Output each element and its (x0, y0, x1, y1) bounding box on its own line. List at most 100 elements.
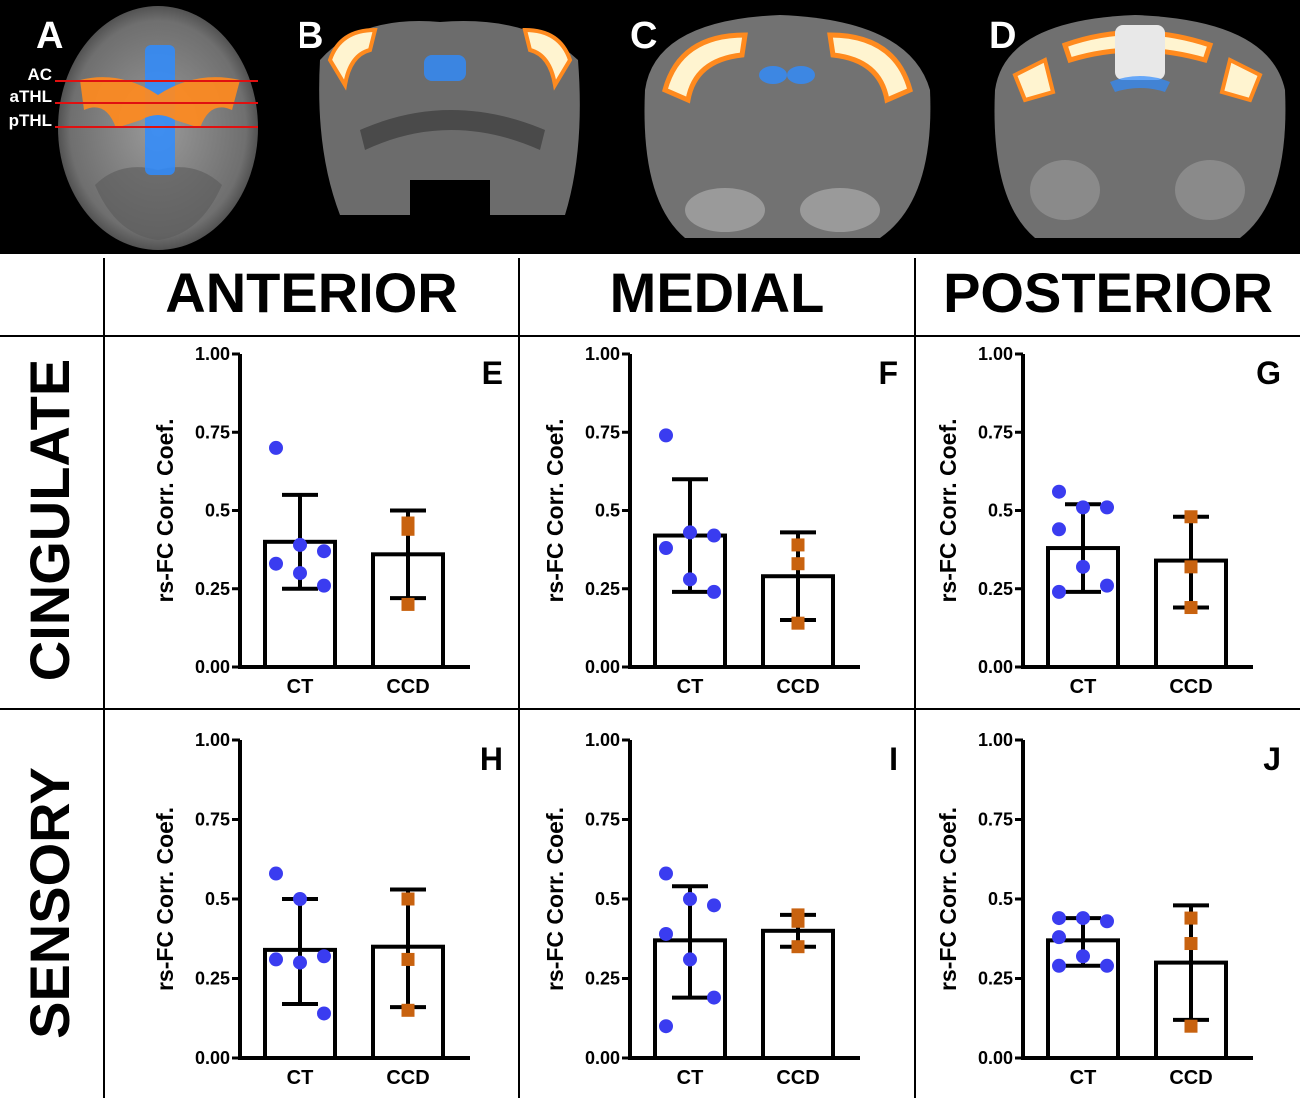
data-point-ct (1076, 559, 1090, 574)
data-point-ct (659, 428, 673, 443)
y-tick-label: 0.75 (978, 422, 1013, 442)
data-point-ct (659, 866, 673, 881)
brain-image-strip: A AC aTHL pTHL B C D (0, 0, 1300, 254)
data-point-ct (683, 572, 697, 587)
data-point-ccd (1184, 560, 1198, 574)
data-point-ccd (1184, 601, 1198, 615)
data-point-ct (1100, 578, 1114, 593)
data-point-ccd (791, 538, 805, 552)
x-tick-label: CCD (386, 1067, 429, 1089)
data-point-ct (707, 990, 721, 1005)
brain-panel-a: A AC aTHL pTHL (9, 6, 258, 250)
data-point-ccd (791, 940, 805, 954)
x-tick-label: CT (287, 676, 314, 698)
y-tick-label: 1.00 (195, 730, 230, 750)
y-tick-label: 1.00 (978, 730, 1013, 750)
data-point-ccd (401, 597, 415, 611)
data-point-ct (1052, 911, 1066, 926)
coronal-brain-image (644, 15, 931, 238)
data-point-ct (317, 1006, 331, 1021)
grid-line-col-1 (103, 258, 105, 1098)
data-point-ct (1076, 949, 1090, 964)
data-point-ccd (1184, 911, 1198, 925)
data-point-ct (1052, 484, 1066, 499)
data-point-ct (293, 955, 307, 970)
data-point-ct (317, 949, 331, 964)
y-tick-label: 0.25 (585, 969, 620, 989)
y-axis-label: rs-FC Corr. Coef. (935, 418, 961, 602)
data-point-ct (1076, 500, 1090, 515)
y-tick-label: 0.25 (195, 579, 230, 599)
y-tick-label: 0.75 (978, 810, 1013, 830)
brain-panel-c: C (630, 15, 931, 238)
y-tick-label: 0.75 (585, 422, 620, 442)
y-tick-label: 0.5 (595, 889, 620, 909)
data-point-ct (1052, 958, 1066, 973)
data-point-ct (269, 866, 283, 881)
x-tick-label: CT (287, 1067, 314, 1089)
data-point-ct (293, 892, 307, 906)
data-point-ccd (1184, 937, 1198, 951)
x-tick-label: CCD (386, 676, 429, 698)
y-tick-label: 0.25 (978, 579, 1013, 599)
chart-f: rs-FC Corr. Coef. 0.00 0.25 0.5 0.75 1.00 F CT C… (542, 344, 898, 698)
y-tick-label: 0.00 (585, 1048, 620, 1068)
data-point-ct (317, 544, 331, 559)
y-tick-label: 1.00 (978, 344, 1013, 364)
data-point-ct (707, 528, 721, 543)
data-point-ccd (791, 914, 805, 928)
data-point-ct (659, 926, 673, 941)
data-point-ccd (1184, 510, 1198, 524)
row-header-sensory: SENSORY (18, 767, 81, 1039)
brain-panel-b: B (300, 15, 580, 215)
y-tick-label: 0.75 (585, 810, 620, 830)
data-point-ccd (401, 892, 415, 906)
data-point-ccd (401, 1003, 415, 1017)
data-point-ccd (791, 557, 805, 571)
panel-letter: I (889, 741, 898, 777)
data-point-ct (659, 541, 673, 556)
grid-line-row-2 (0, 708, 1300, 710)
data-point-ct (683, 892, 697, 906)
chart-g: rs-FC Corr. Coef. 0.00 0.25 0.5 0.75 1.00 G CT C… (935, 344, 1281, 698)
column-header-medial: MEDIAL (609, 261, 825, 324)
y-tick-label: 0.5 (205, 889, 230, 909)
x-tick-label: CT (677, 676, 704, 698)
grid-line-col-3 (914, 258, 916, 1098)
data-point-ct (683, 525, 697, 540)
data-point-ct (1052, 930, 1066, 945)
data-point-ct (1076, 911, 1090, 926)
chart-e: rs-FC Corr. Coef. 0.00 0.25 0.5 0.75 1.00 E CT C… (152, 344, 503, 698)
column-header-anterior: ANTERIOR (165, 261, 458, 324)
y-tick-label: 0.5 (595, 501, 620, 521)
panel-letter-b: B (300, 15, 323, 57)
chart-h: rs-FC Corr. Coef. 0.00 0.25 0.5 0.75 1.00 H CT C… (152, 730, 503, 1089)
data-point-ct (707, 584, 721, 599)
data-point-ct (1052, 584, 1066, 599)
y-tick-label: 0.75 (195, 810, 230, 830)
y-tick-label: 1.00 (585, 730, 620, 750)
data-point-ct (269, 556, 283, 571)
y-tick-label: 0.00 (978, 1048, 1013, 1068)
x-tick-label: CCD (1169, 676, 1212, 698)
y-tick-label: 0.00 (585, 657, 620, 677)
data-point-ct (1100, 914, 1114, 929)
grid-line-col-2 (518, 258, 520, 1098)
column-header-posterior: POSTERIOR (943, 261, 1273, 324)
y-tick-label: 0.5 (988, 501, 1013, 521)
panel-letter: H (480, 741, 503, 777)
panel-letter-c: C (630, 15, 657, 57)
row-header-cingulate: CINGULATE (18, 358, 81, 682)
data-point-ct (659, 1019, 673, 1034)
data-point-ct (1100, 500, 1114, 515)
chart-j: rs-FC Corr. Coef. 0.00 0.25 0.5 0.75 1.00 J CT C… (935, 730, 1281, 1089)
data-point-ct (317, 578, 331, 593)
x-tick-label: CCD (1169, 1067, 1212, 1089)
y-tick-label: 0.00 (978, 657, 1013, 677)
y-tick-label: 0.00 (195, 1048, 230, 1068)
grid-line-row-1 (0, 335, 1300, 337)
data-point-ct (293, 537, 307, 552)
y-axis-label: rs-FC Corr. Coef. (152, 807, 178, 991)
y-tick-label: 0.25 (195, 969, 230, 989)
x-tick-label: CT (1070, 676, 1097, 698)
